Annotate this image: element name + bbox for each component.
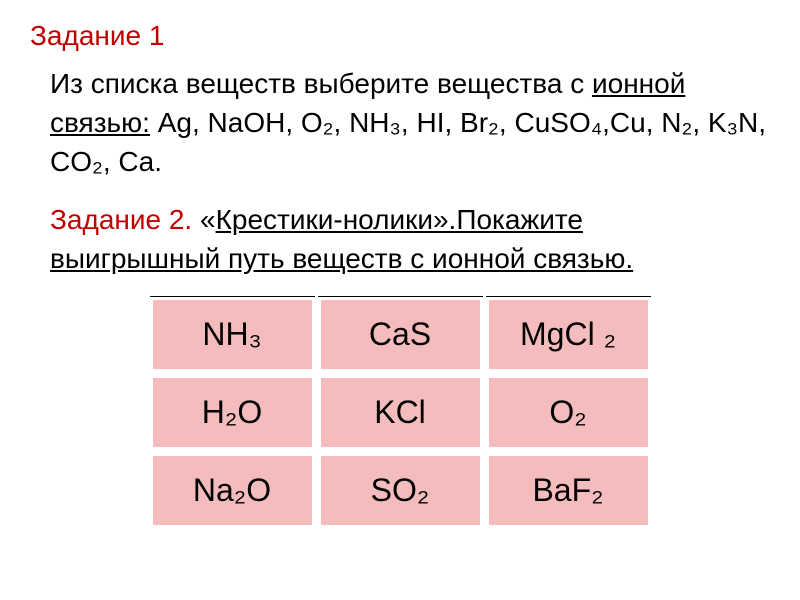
task2-body: Задание 2. «Крестики-нолики».Покажите вы… — [50, 200, 770, 278]
task1-body: Из списка веществ выберите вещества с ио… — [50, 64, 770, 182]
task2-prefix: « — [192, 204, 215, 235]
grid-cell-2-0: Na₂O — [148, 451, 316, 529]
grid-container: NH₃ CaS MgCl ₂ H₂O KCl O₂ Na₂O SO₂ BaF₂ — [30, 296, 770, 531]
grid-row: H₂O KCl O₂ — [148, 373, 652, 451]
cell-formula: MgCl ₂ — [489, 300, 648, 369]
task1-title: Задание 1 — [30, 20, 770, 52]
task1-formulas: Ag, NaOH, O₂, NH₃, HI, Br₂, CuSO₄,Cu, N₂… — [50, 107, 766, 177]
cell-formula: CaS — [321, 300, 480, 369]
grid-cell-0-1: CaS — [316, 296, 484, 373]
cell-formula: NH₃ — [153, 300, 312, 369]
tic-tac-toe-grid: NH₃ CaS MgCl ₂ H₂O KCl O₂ Na₂O SO₂ BaF₂ — [147, 296, 654, 531]
grid-cell-2-1: SO₂ — [316, 451, 484, 529]
grid-row: Na₂O SO₂ BaF₂ — [148, 451, 652, 529]
cell-formula: BaF₂ — [489, 456, 648, 525]
grid-cell-1-2: O₂ — [484, 373, 652, 451]
cell-formula: KCl — [321, 378, 480, 447]
task1-prefix: Из списка веществ выберите вещества с — [50, 68, 592, 99]
grid-row: NH₃ CaS MgCl ₂ — [148, 296, 652, 373]
grid-cell-0-0: NH₃ — [148, 296, 316, 373]
cell-formula: O₂ — [489, 378, 648, 447]
cell-formula: H₂O — [153, 378, 312, 447]
grid-cell-2-2: BaF₂ — [484, 451, 652, 529]
task2-underlined1: Крестики-нолики».Покажите — [216, 204, 583, 235]
task2-title: Задание 2. — [50, 204, 192, 235]
cell-formula: SO₂ — [321, 456, 480, 525]
grid-cell-1-1: KCl — [316, 373, 484, 451]
task2-underlined2: выигрышный путь веществ с ионной связью. — [50, 243, 633, 274]
grid-cell-1-0: H₂O — [148, 373, 316, 451]
grid-cell-0-2: MgCl ₂ — [484, 296, 652, 373]
cell-formula: Na₂O — [153, 456, 312, 525]
